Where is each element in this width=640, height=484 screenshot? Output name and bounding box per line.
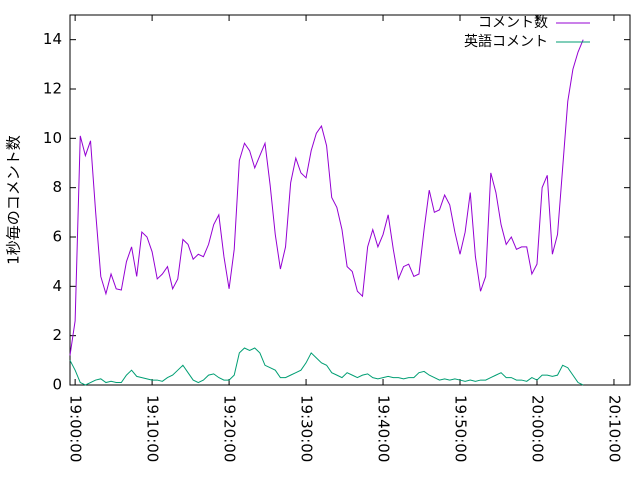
series-line xyxy=(69,347,584,386)
x-tick-label: 19:20:00 xyxy=(221,395,239,462)
y-tick-label: 0 xyxy=(52,376,62,394)
plot-border xyxy=(69,14,631,386)
x-tick-label: 19:00:00 xyxy=(67,395,85,462)
y-tick-label: 6 xyxy=(52,228,62,246)
y-tick-label: 2 xyxy=(52,326,62,344)
x-tick-label: 19:40:00 xyxy=(375,395,393,462)
series-line xyxy=(69,39,584,356)
x-tick-label: 19:30:00 xyxy=(298,395,316,462)
x-tick-label: 19:10:00 xyxy=(144,395,162,462)
y-tick-label: 10 xyxy=(43,129,62,147)
x-tick-label: 20:10:00 xyxy=(605,395,623,462)
y-tick-label: 4 xyxy=(52,277,62,295)
x-tick-label: 20:00:00 xyxy=(528,395,546,462)
x-tick-label: 19:50:00 xyxy=(452,395,470,462)
y-tick-label: 8 xyxy=(52,178,62,196)
y-axis-label: 1秒毎のコメント数 xyxy=(5,135,23,265)
y-tick-label: 12 xyxy=(43,80,62,98)
legend-label: 英語コメント xyxy=(464,33,548,50)
legend-label: コメント数 xyxy=(478,15,548,31)
y-tick-label: 14 xyxy=(43,30,62,48)
